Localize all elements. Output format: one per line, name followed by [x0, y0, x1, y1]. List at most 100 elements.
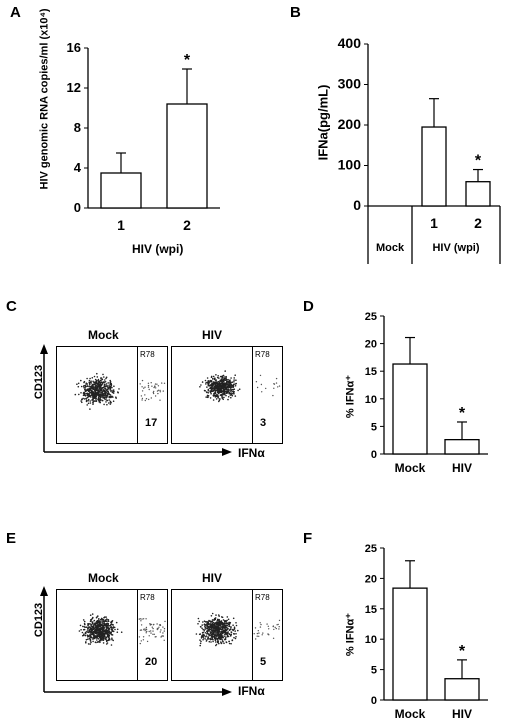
event-dot	[93, 637, 96, 640]
event-dot	[150, 632, 152, 634]
event-dot	[219, 628, 221, 631]
event-dot	[233, 381, 235, 383]
event-dot	[207, 623, 209, 626]
event-dot	[91, 628, 93, 631]
panel-label-e: E	[6, 530, 17, 547]
event-dot	[278, 619, 281, 622]
event-dot	[99, 639, 101, 642]
event-dot	[102, 636, 104, 639]
event-dot	[224, 626, 227, 628]
event-dot	[143, 629, 145, 631]
event-dot	[221, 627, 223, 630]
event-dot	[222, 392, 224, 395]
event-dot	[256, 386, 259, 389]
event-dot	[84, 623, 86, 626]
event-dot	[233, 393, 235, 395]
event-dot	[230, 390, 232, 392]
event-dot	[230, 386, 232, 389]
event-dot	[220, 622, 223, 625]
event-dot	[213, 633, 215, 636]
event-dot	[103, 636, 105, 639]
event-dot	[90, 631, 92, 633]
event-dot	[213, 387, 215, 389]
event-dot	[202, 631, 204, 634]
event-dot	[96, 628, 99, 631]
y-tick-label: 10	[365, 634, 377, 646]
event-dot	[210, 380, 213, 382]
event-dot	[100, 627, 103, 629]
event-dot	[98, 395, 101, 398]
event-dot	[258, 635, 260, 637]
event-dot	[108, 384, 110, 387]
event-dot	[98, 627, 100, 630]
event-dot	[253, 633, 255, 635]
event-dot	[118, 388, 120, 390]
event-dot	[267, 625, 269, 627]
event-dot	[215, 379, 217, 382]
event-dot	[88, 394, 90, 397]
event-dot	[214, 637, 217, 639]
event-dot	[110, 631, 112, 633]
event-dot	[86, 392, 89, 395]
event-dot	[86, 393, 89, 396]
event-dot	[154, 385, 156, 388]
event-dot	[81, 401, 83, 404]
significance-star: *	[475, 153, 482, 170]
x-tick-label: HIV	[452, 707, 472, 721]
event-dot	[98, 623, 101, 625]
event-dot	[108, 636, 110, 638]
flow-c-hiv-title: HIV	[202, 328, 223, 342]
event-dot	[207, 638, 210, 640]
event-dot	[204, 390, 206, 392]
event-dot	[94, 632, 97, 635]
event-dot	[210, 386, 212, 389]
flow-c-xaxis-label: IFNα	[238, 446, 265, 460]
event-dot	[83, 386, 85, 389]
event-dot	[104, 394, 106, 397]
event-dot	[212, 381, 215, 383]
event-dot	[113, 626, 116, 629]
event-dot	[101, 621, 103, 623]
event-dot	[197, 623, 199, 625]
event-dot	[96, 387, 99, 389]
event-dot	[100, 392, 102, 394]
event-dot	[102, 396, 105, 399]
event-dot	[108, 399, 110, 401]
event-dot	[203, 635, 206, 637]
flow-e-mock-gate-name: R78	[140, 593, 155, 602]
event-dot	[106, 403, 108, 406]
event-dot	[224, 635, 226, 638]
event-dot	[217, 381, 220, 383]
event-dot	[208, 633, 210, 635]
event-dot	[112, 396, 114, 398]
event-dot	[101, 388, 103, 391]
event-dot	[110, 626, 112, 628]
chart-b: 0 100 200 300 400 1 * 2 Mock HIV (wpi)	[338, 38, 501, 264]
event-dot	[140, 629, 143, 631]
event-dot	[94, 378, 97, 381]
event-dot	[111, 620, 113, 623]
event-dot	[206, 391, 208, 394]
event-dot	[217, 621, 220, 623]
event-dot	[200, 637, 203, 639]
event-dot	[231, 388, 234, 391]
event-dot	[209, 632, 212, 635]
event-dot	[92, 625, 94, 628]
bar	[444, 438, 480, 455]
panel-label-d: D	[303, 298, 314, 315]
event-dot	[90, 380, 92, 382]
flow-e-hiv-dots	[195, 612, 281, 647]
event-dot	[215, 381, 218, 383]
flow-e-hiv-percent: 5	[260, 656, 267, 668]
event-dot	[83, 633, 85, 635]
flow-c-hiv-dots	[199, 370, 281, 403]
event-dot	[230, 377, 232, 379]
event-dot	[89, 391, 91, 394]
event-dot	[87, 398, 90, 401]
event-dot	[78, 393, 80, 396]
event-dot	[223, 377, 226, 380]
event-dot	[107, 392, 110, 395]
significance-star: *	[459, 643, 466, 660]
event-dot	[94, 383, 96, 385]
event-dot	[87, 389, 90, 392]
